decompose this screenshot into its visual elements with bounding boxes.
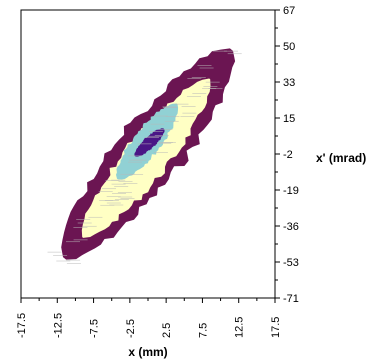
y-tick-label: 67 (283, 5, 295, 17)
y-tick-label: -19 (283, 185, 299, 197)
y-tick-label: -36 (283, 221, 299, 233)
y-axis-label: x' (mrad) (316, 151, 366, 165)
x-tick-label: 17.5 (270, 317, 282, 338)
x-axis: -17.5 -12.5 -7.5 -2.5 2.5 7.5 12.5 17.5 (16, 298, 282, 338)
y-tick-label: 15 (283, 113, 295, 125)
x-tick-label: -12.5 (52, 313, 64, 338)
x-axis-label: x (mm) (128, 345, 167, 359)
x-tick-label: 2.5 (161, 323, 173, 338)
y-axis: 67 50 33 15 -2 -19 -36 -53 -71 (275, 5, 299, 305)
y-tick-label: 33 (283, 77, 295, 89)
y-tick-label: -53 (283, 257, 299, 269)
x-tick-label: -17.5 (16, 313, 28, 338)
y-tick-label: -71 (283, 293, 299, 305)
x-tick-label: -2.5 (125, 319, 137, 338)
contour-layers (61, 48, 236, 260)
x-tick-label: 7.5 (197, 323, 209, 338)
y-tick-label: 50 (283, 41, 295, 53)
y-tick-label: -2 (283, 149, 293, 161)
x-tick-label: -7.5 (89, 319, 101, 338)
background-noise-marks (47, 50, 242, 264)
contour-level-4 (134, 128, 165, 157)
x-tick-label: 12.5 (234, 317, 246, 338)
